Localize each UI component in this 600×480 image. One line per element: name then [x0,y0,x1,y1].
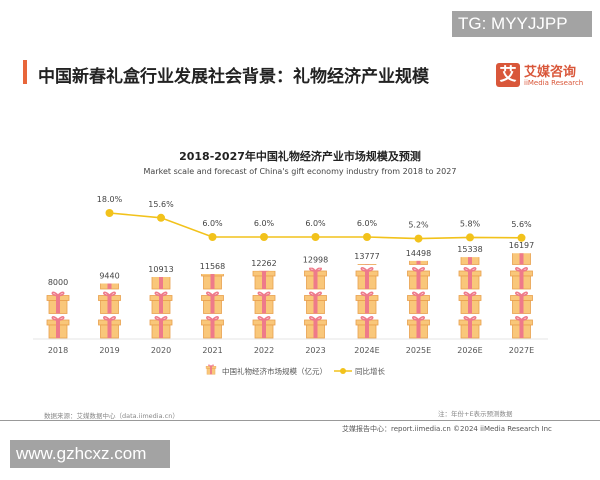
x-tick-label: 2019 [99,346,119,355]
growth-point [517,233,526,242]
gift-icon [303,316,328,339]
gift-icon [406,316,431,339]
gift-icon [252,316,276,339]
bar-value-label: 14498 [406,249,431,258]
gift-icon [46,316,70,339]
legend-gift-icon [205,364,217,375]
bar-value-label: 12262 [251,259,276,268]
legend-line-marker [340,368,346,374]
growth-point [466,233,474,242]
title-accent-bar [23,60,27,84]
gift-icon [303,267,328,290]
gift-icon [406,291,431,315]
growth-label: 5.6% [511,220,532,229]
gift-icon [200,291,225,315]
legend-line-label: 同比增长 [355,366,385,376]
gift-icon [149,316,173,339]
gift-icon [355,291,379,315]
growth-label: 5.8% [460,219,481,228]
gift-icon [355,316,379,339]
gift-icon [252,270,276,290]
gift-icon [150,243,172,264]
growth-point [414,234,423,243]
gift-icon [97,316,122,339]
bar-value-label: 16197 [509,241,534,250]
x-tick-label: 2025E [406,346,431,355]
growth-point [105,209,114,217]
gift-icon [355,267,379,290]
gift-icon [458,316,482,339]
growth-point [363,233,371,241]
growth-point [208,233,217,241]
x-tick-label: 2026E [457,346,482,355]
watermark-bottom: www.gzhcxz.com [10,440,170,468]
gift-icon [99,219,121,240]
bar-value-label: 13777 [354,252,379,261]
x-tick-label: 2018 [48,346,68,355]
gift-icon [46,291,70,315]
data-source: 数据来源：艾媒数据中心（data.iimedia.cn） [44,412,179,420]
growth-point [260,233,268,241]
gift-icon [252,291,276,315]
growth-label: 6.0% [305,219,326,228]
gift-icon [150,219,172,240]
gift-icon [47,243,69,264]
x-tick-label: 2027E [509,346,534,355]
bar-value-label: 15338 [457,245,482,254]
watermark-top: TG: MYYJJPP [452,11,592,37]
x-tick-label: 2024E [354,346,379,355]
x-tick-label: 2022 [254,346,274,355]
gift-icon [406,267,431,290]
chart-subtitle: Market scale and forecast of China's gif… [143,167,457,176]
legend-bar-label: 中国礼物经济市场规模（亿元） [222,366,327,376]
bar-value-label: 9440 [99,272,119,281]
growth-label: 6.0% [202,219,223,228]
growth-label: 6.0% [357,219,378,228]
gift-icon [303,291,328,315]
chart-title: 2018-2027年中国礼物经济产业市场规模及预测 [179,150,421,163]
growth-point [311,233,320,241]
growth-label: 6.0% [254,219,275,228]
gift-icon [509,267,534,290]
bar-2020 [149,219,173,339]
gift-icon [99,243,121,264]
bar-value-label: 11568 [200,262,225,271]
gift-icon [509,316,534,339]
bar-value-label: 8000 [48,278,68,287]
slide-title: 中国新春礼盒行业发展社会背景：礼物经济产业规模 [38,67,429,87]
gift-icon [47,219,69,240]
logo-en: iiMedia Research [524,79,584,87]
gift-icon [509,291,534,315]
gift-icon [200,316,225,339]
gift-icon [458,267,482,290]
growth-point [157,213,165,222]
bar-value-label: 10913 [148,265,173,274]
logo-cn: 艾媒咨询 [524,65,577,80]
gift-icon [458,291,482,315]
gift-icon [200,274,225,290]
growth-label: 18.0% [97,195,123,204]
footer-divider [0,420,600,421]
growth-label: 15.6% [148,200,174,209]
bar-value-label: 12998 [303,256,328,265]
gift-icon [149,291,173,315]
forecast-note: 注：年份+E表示预测数据 [438,410,513,418]
x-tick-label: 2023 [305,346,325,355]
x-tick-label: 2021 [202,346,222,355]
gift-icon [97,291,122,315]
logo-mark: 艾 [496,63,520,87]
footer-text: 艾媒报告中心：report.iimedia.cn ©2024 iiMedia R… [342,425,552,433]
x-tick-label: 2020 [151,346,171,355]
growth-label: 5.2% [408,221,429,230]
